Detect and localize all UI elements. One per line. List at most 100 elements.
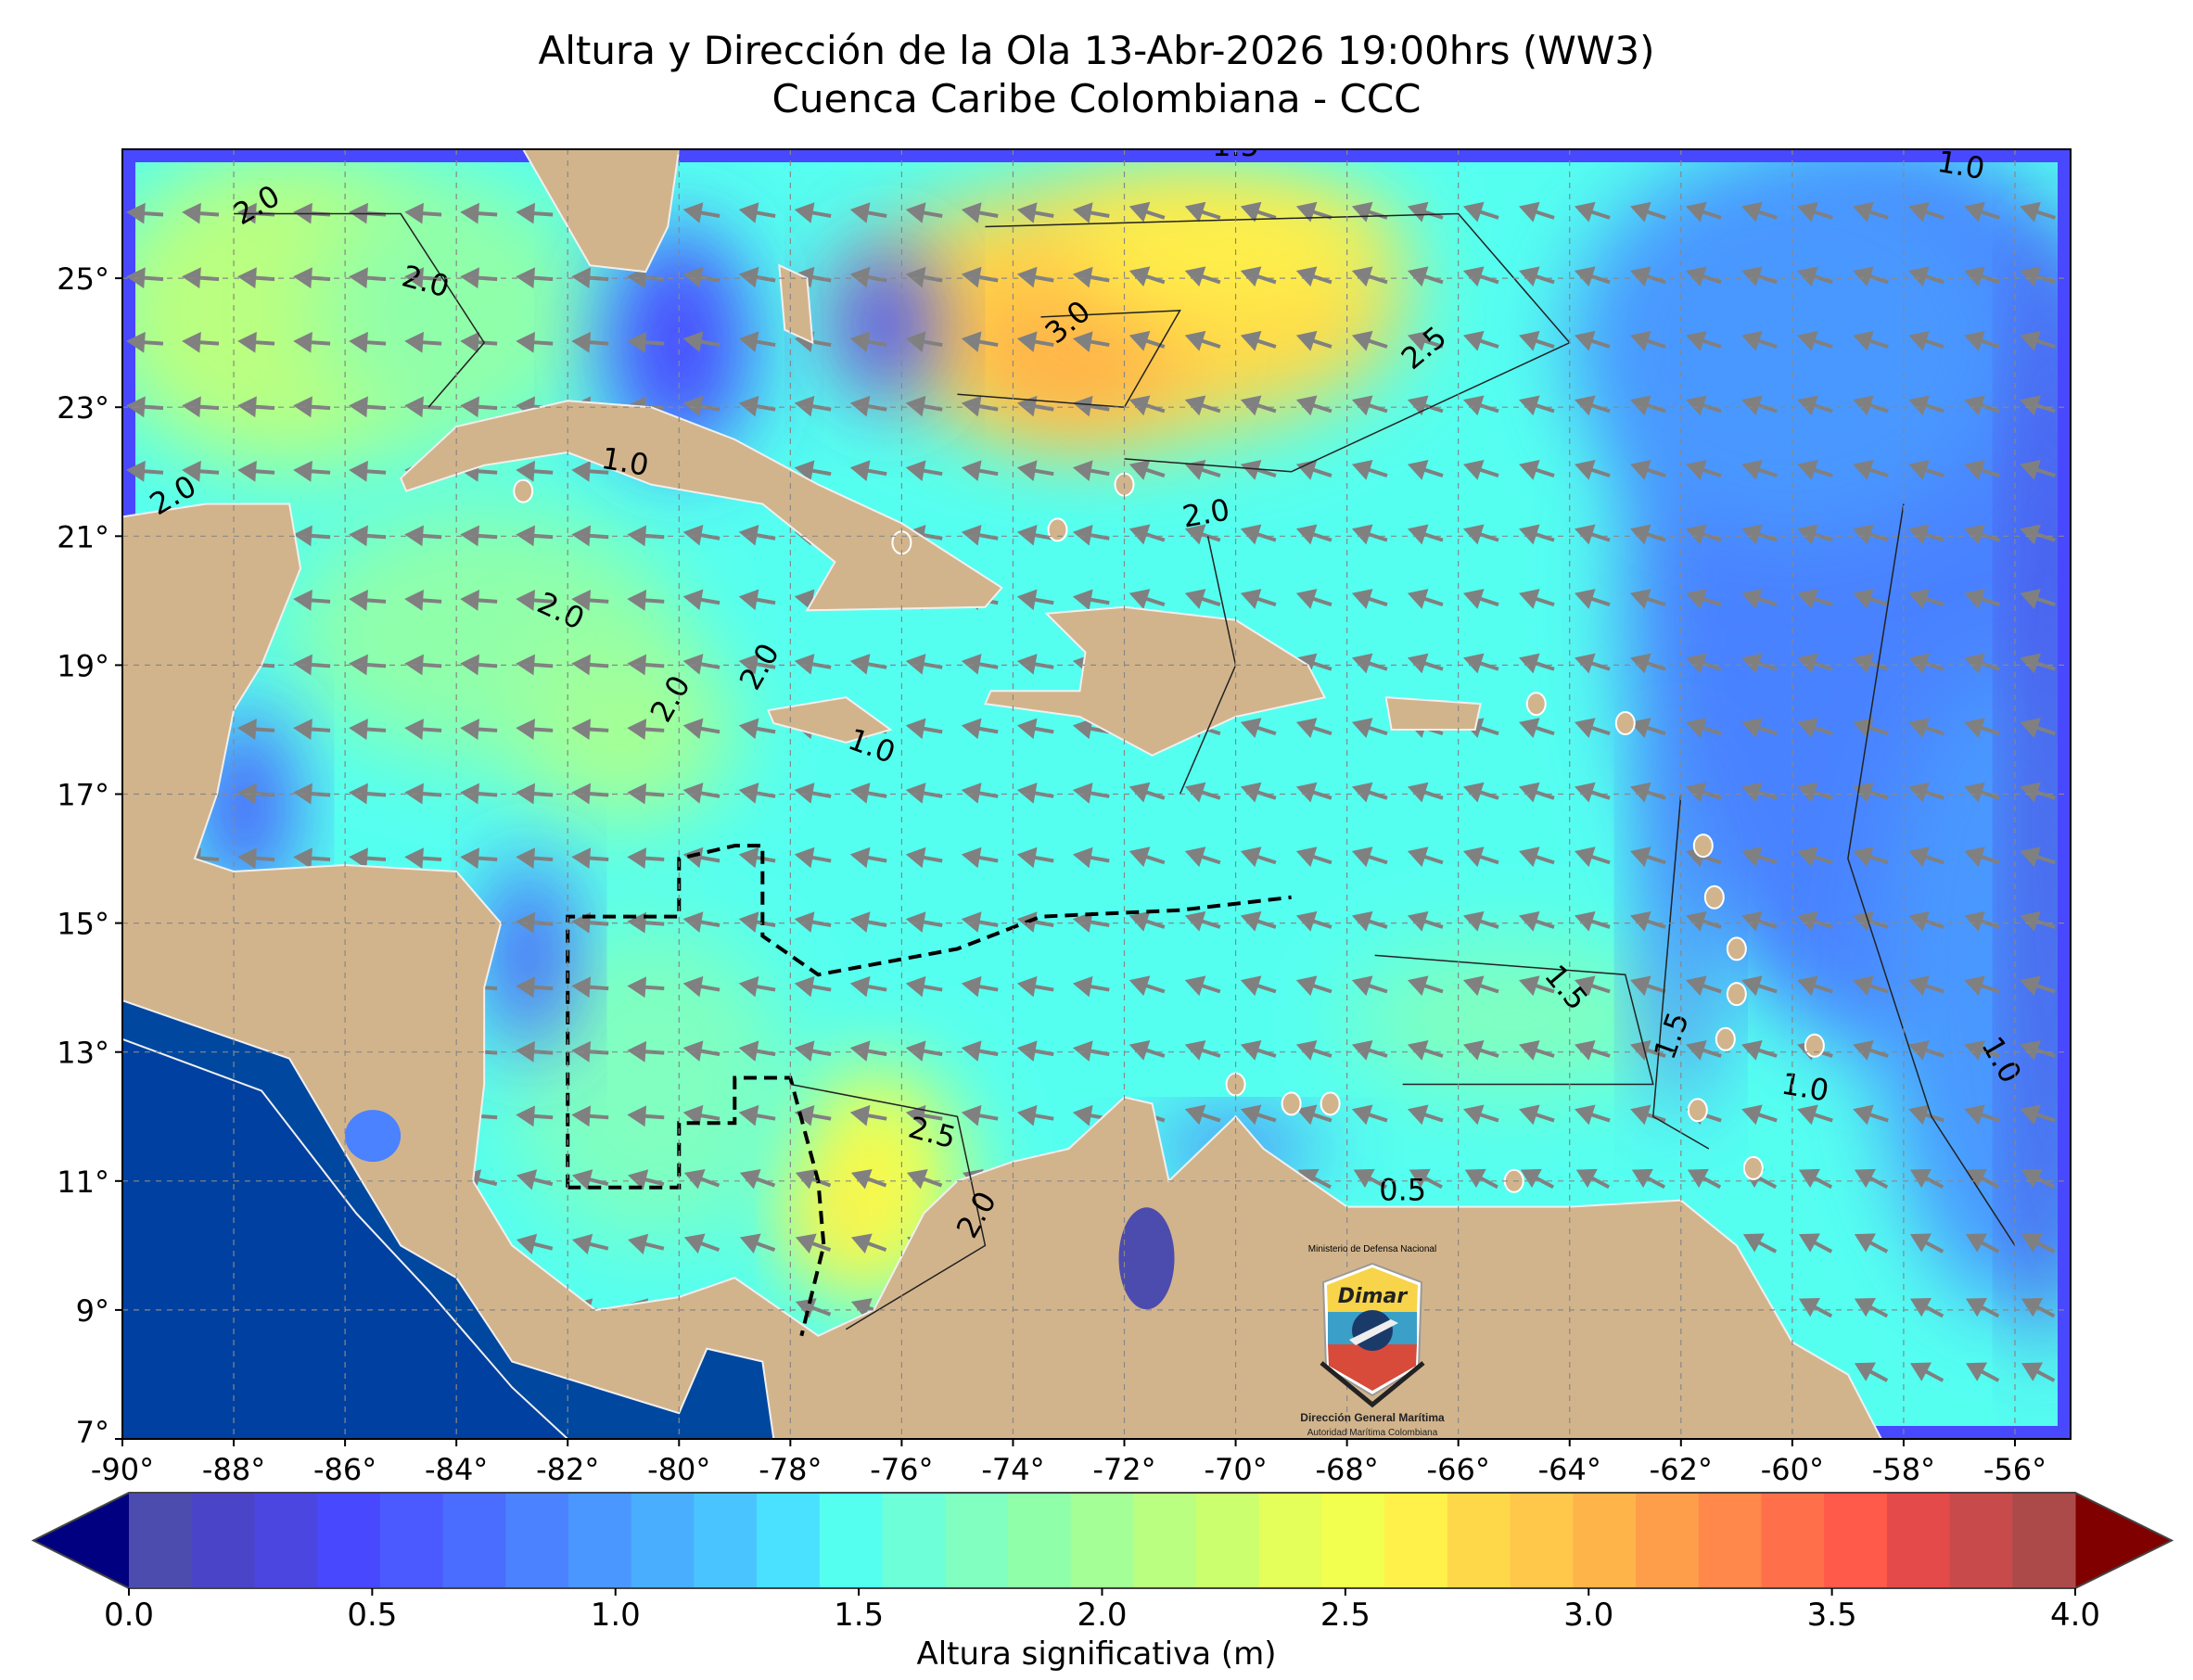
wave-direction-arrow	[182, 460, 220, 482]
arrow-icon	[1630, 201, 1666, 223]
arrow-icon	[1295, 975, 1332, 997]
arrow-icon	[1518, 395, 1555, 416]
arrow-icon	[1631, 1168, 1666, 1190]
arrow-icon	[1351, 718, 1388, 738]
wave-direction-arrow	[794, 460, 832, 481]
arrow-icon	[1741, 201, 1778, 223]
wave-height-patch	[490, 859, 568, 1052]
arrow-icon	[1518, 524, 1555, 545]
arrow-icon	[571, 590, 609, 611]
arrow-icon	[1351, 266, 1388, 287]
wave-direction-arrow	[905, 395, 943, 417]
logo-brand: Dimar	[1338, 1285, 1409, 1308]
wave-direction-arrow	[1741, 782, 1778, 803]
wave-direction-arrow	[1240, 524, 1277, 545]
wave-direction-arrow	[1518, 395, 1555, 416]
wave-direction-arrow	[1630, 782, 1666, 803]
x-tick-label: -64°	[1538, 1452, 1601, 1487]
colorbar-tick-label: 1.0	[591, 1597, 641, 1634]
arrow-icon	[1908, 589, 1944, 609]
contour-line	[1374, 954, 1654, 1086]
arrow-icon	[627, 525, 665, 547]
arrow-icon	[1964, 1104, 2000, 1126]
wave-direction-arrow	[1575, 1168, 1611, 1190]
arrow-icon	[349, 654, 387, 676]
wave-direction-arrow	[1909, 1297, 1944, 1318]
arrow-icon	[1016, 783, 1054, 804]
arrow-icon	[460, 719, 498, 740]
arrow-icon	[516, 460, 554, 482]
wave-direction-arrow	[794, 395, 832, 417]
arrow-icon	[1351, 653, 1388, 674]
wave-direction-arrow	[905, 846, 943, 869]
arrow-icon	[1853, 524, 1889, 545]
wave-direction-arrow	[1686, 782, 1722, 803]
wave-direction-arrow	[1016, 654, 1054, 675]
wave-direction-arrow	[1407, 910, 1444, 932]
arrow-icon	[571, 911, 609, 934]
colorbar-swatch	[631, 1493, 695, 1588]
arrow-icon	[738, 524, 776, 546]
arrow-icon	[1853, 782, 1889, 803]
wave-direction-arrow	[2020, 266, 2056, 287]
arrow-icon	[571, 1040, 609, 1063]
wave-direction-arrow	[1518, 589, 1555, 609]
wave-direction-arrow	[1575, 266, 1611, 287]
wave-direction-arrow	[516, 1040, 554, 1063]
wave-direction-arrow	[1128, 460, 1166, 480]
arrow-icon	[516, 331, 554, 353]
colorbar-tick-label: 1.5	[834, 1597, 884, 1634]
arrow-icon	[627, 847, 665, 870]
arrow-icon	[516, 654, 554, 676]
wave-direction-arrow	[682, 783, 720, 804]
wave-direction-arrow	[1462, 330, 1499, 351]
colorbar-swatch	[379, 1493, 444, 1588]
wave-direction-arrow	[1016, 524, 1054, 546]
wave-direction-arrow	[293, 590, 331, 611]
arrow-icon	[2021, 1362, 2056, 1382]
wave-direction-arrow	[516, 590, 554, 611]
arrow-icon	[516, 202, 554, 224]
wave-direction-arrow	[516, 460, 554, 482]
wave-direction-arrow	[1630, 975, 1666, 997]
wave-direction-arrow	[1462, 524, 1499, 545]
wave-direction-arrow	[1797, 395, 1833, 416]
arrow-icon	[1462, 201, 1499, 223]
wave-direction-arrow	[1462, 201, 1499, 223]
arrow-icon	[1462, 266, 1499, 287]
wave-direction-arrow	[1686, 201, 1722, 223]
arrow-icon	[237, 267, 275, 289]
wave-direction-arrow	[739, 1168, 776, 1190]
wave-direction-arrow	[293, 719, 331, 740]
arrow-icon	[1407, 589, 1444, 609]
wave-direction-arrow	[738, 395, 776, 417]
wave-direction-arrow	[1908, 782, 1944, 803]
wave-direction-arrow	[404, 525, 442, 547]
arrow-icon	[1407, 975, 1444, 997]
land-masses	[122, 149, 1883, 1439]
wave-direction-arrow	[1686, 653, 1722, 674]
wave-direction-arrow	[1741, 395, 1778, 416]
wave-direction-arrow	[293, 525, 331, 547]
arrow-icon	[516, 1105, 554, 1127]
arrow-icon	[682, 202, 720, 223]
arrow-icon	[460, 525, 498, 547]
arrow-icon	[1184, 1104, 1221, 1126]
wave-direction-arrow	[906, 1168, 943, 1190]
arrow-icon	[2020, 782, 2056, 803]
wave-direction-arrow	[1575, 846, 1611, 868]
arrow-icon	[1351, 524, 1388, 545]
colorbar-swatch	[694, 1493, 758, 1588]
wave-direction-arrow	[1630, 395, 1666, 416]
arrow-icon	[1908, 718, 1944, 738]
dimar-logo: Ministerio de Defensa Nacional Dimar Dir…	[1300, 1244, 1445, 1438]
y-tick-label: 13°	[57, 1036, 109, 1071]
arrow-icon	[349, 590, 387, 611]
land-small-island	[1703, 885, 1725, 910]
arrow-icon	[349, 396, 387, 418]
arrow-icon	[682, 1104, 720, 1126]
wave-direction-arrow	[126, 331, 164, 353]
arrow-icon	[293, 719, 331, 740]
wave-direction-arrow	[1741, 1104, 1778, 1126]
arrow-icon	[1295, 782, 1332, 803]
